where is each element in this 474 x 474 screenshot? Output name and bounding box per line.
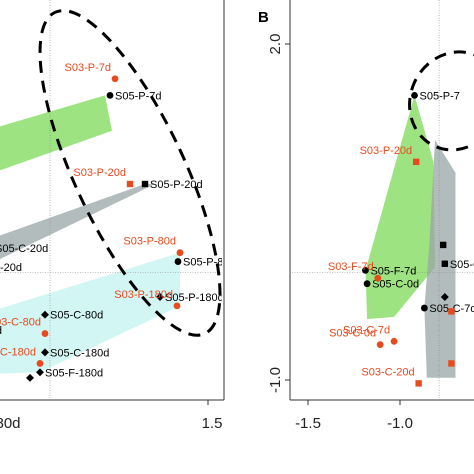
point-label: S03-F-7d	[328, 261, 374, 273]
point-label: -80d	[0, 325, 2, 337]
orange-circle-point	[176, 249, 184, 257]
orange-square-point	[448, 360, 455, 367]
point-label: S03-P-20d	[73, 167, 126, 179]
orange-circle-point	[374, 274, 382, 282]
point-label: S03-C-80d	[0, 317, 41, 329]
orange-circle-point	[376, 341, 384, 349]
point-label: S03-C-7d	[343, 324, 390, 336]
hull-cyan	[0, 252, 180, 374]
orange-circle-point	[390, 337, 398, 345]
black-diamond-point	[26, 373, 34, 382]
y-tick-label: 2.0	[267, 34, 284, 55]
hull-gray	[424, 139, 456, 378]
black-circle-point	[174, 258, 182, 265]
orange-circle-point	[173, 302, 181, 310]
point-label: S03-P-7d	[65, 62, 111, 74]
black-square-point	[439, 241, 447, 249]
orange-square-point	[448, 308, 455, 315]
point-label: S05-F-7d	[370, 265, 416, 277]
panel-a: S05-P-7d S05-P-80d S05-P-20d S05-C-20d S05-F…	[0, 0, 236, 432]
orange-circle-point	[36, 360, 44, 367]
orange-square-point	[126, 180, 134, 188]
y-tick-label: -1.0	[267, 367, 284, 393]
point-label: S03-P-20d	[360, 145, 413, 157]
orange-circle-point	[41, 330, 49, 337]
black-diamond-point	[440, 293, 449, 301]
point-label: S05-C-80d	[50, 310, 103, 322]
point-label: S05-P-7	[420, 90, 460, 102]
x-tick-label: -1.5	[295, 415, 321, 432]
black-square-point	[141, 180, 149, 188]
x-tick-label: 80d	[0, 415, 21, 432]
black-diamond-point	[156, 293, 164, 301]
point-label: S05-P-180d	[165, 292, 224, 304]
orange-square-point	[415, 380, 422, 387]
grouping-ellipse	[38, 9, 222, 337]
black-circle-point	[362, 267, 369, 274]
orange-square-point	[412, 158, 420, 166]
black-square-point	[441, 260, 449, 267]
point-label: S05-C-20d	[0, 243, 48, 255]
point-label: S03-C-20d	[361, 366, 414, 378]
black-circle-point	[106, 91, 114, 99]
point-label: S03-P-80d	[123, 236, 176, 248]
point-label: S03-P-180d	[114, 289, 173, 301]
panel-letter: B	[258, 9, 269, 26]
black-circle-point	[411, 91, 418, 99]
black-circle-point	[363, 280, 371, 288]
x-tick-label: -1.0	[387, 415, 413, 432]
panel-b: S05-P-7S05-F-7dS05-C-0dS05-C-7dS05-C-20d…	[258, 0, 474, 432]
grouping-ellipse	[408, 50, 474, 152]
plot-area: S05-P-7S05-F-7dS05-C-0dS05-C-7dS05-C-20d…	[292, 0, 474, 398]
point-label: S03-C-0d	[329, 328, 376, 340]
point-label: S05-F-180d	[45, 367, 103, 379]
point-label: S05-F-20d	[0, 262, 22, 274]
point-label: S05-C-0d	[372, 279, 419, 291]
point-label: S05-C-180d	[50, 347, 109, 359]
black-circle-point	[420, 304, 428, 312]
hull-green	[0, 95, 112, 171]
point-label: S05-P-80d	[183, 257, 236, 269]
x-tick-label: 1.5	[202, 415, 223, 432]
hull-gray	[0, 184, 155, 260]
hull-green	[365, 95, 435, 320]
point-label: S05-C-20d	[450, 259, 474, 271]
plot-area: S05-P-7d S05-P-80d S05-P-20d S05-C-20d S05-F…	[0, 0, 236, 398]
point-label: S05-P-20d	[150, 179, 203, 191]
point-label: S03-C-180d	[0, 346, 36, 358]
orange-circle-point	[111, 75, 119, 83]
point-label: S05-P-7d	[115, 90, 161, 102]
